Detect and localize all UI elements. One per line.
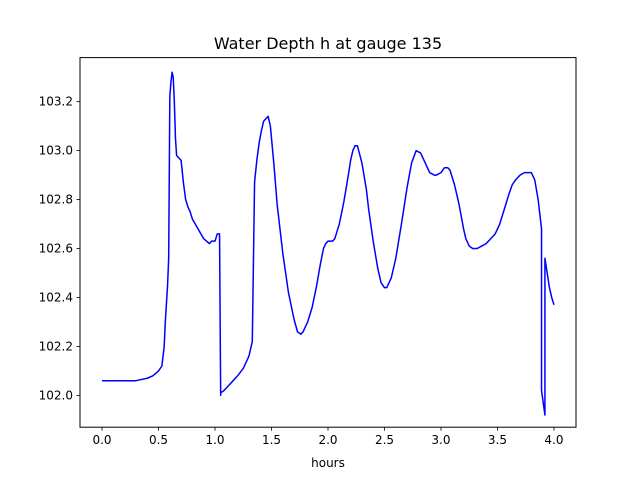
y-tick-label: 102.8 bbox=[39, 193, 73, 207]
x-tick-label: 0.5 bbox=[149, 433, 168, 447]
x-tick-label: 3.0 bbox=[431, 433, 450, 447]
y-tick-label: 102.2 bbox=[39, 339, 73, 353]
y-tick-label: 102.0 bbox=[39, 388, 73, 402]
y-axis: 102.0 102.2 102.4 102.6 102.8 103.0 103.2 bbox=[39, 95, 80, 402]
chart-title: Water Depth h at gauge 135 bbox=[214, 34, 442, 53]
y-tick-label: 102.6 bbox=[39, 242, 73, 256]
y-tick-label: 103.0 bbox=[39, 144, 73, 158]
x-tick-label: 2.5 bbox=[375, 433, 394, 447]
x-axis: 0.0 0.5 1.0 1.5 2.0 2.5 3.0 3.5 4.0 bbox=[92, 427, 564, 447]
plot-area bbox=[80, 57, 576, 428]
x-axis-label: hours bbox=[311, 456, 345, 470]
series-line-0 bbox=[102, 71, 555, 416]
x-tick-label: 1.0 bbox=[205, 433, 224, 447]
x-tick-label: 0.0 bbox=[92, 433, 111, 447]
x-tick-label: 2.0 bbox=[318, 433, 337, 447]
x-tick-label: 4.0 bbox=[544, 433, 563, 447]
x-tick-label: 3.5 bbox=[488, 433, 507, 447]
y-tick-label: 103.2 bbox=[39, 95, 73, 109]
series-line-layer bbox=[102, 71, 555, 416]
y-tick-label: 102.4 bbox=[39, 290, 73, 304]
x-tick-label: 1.5 bbox=[262, 433, 281, 447]
